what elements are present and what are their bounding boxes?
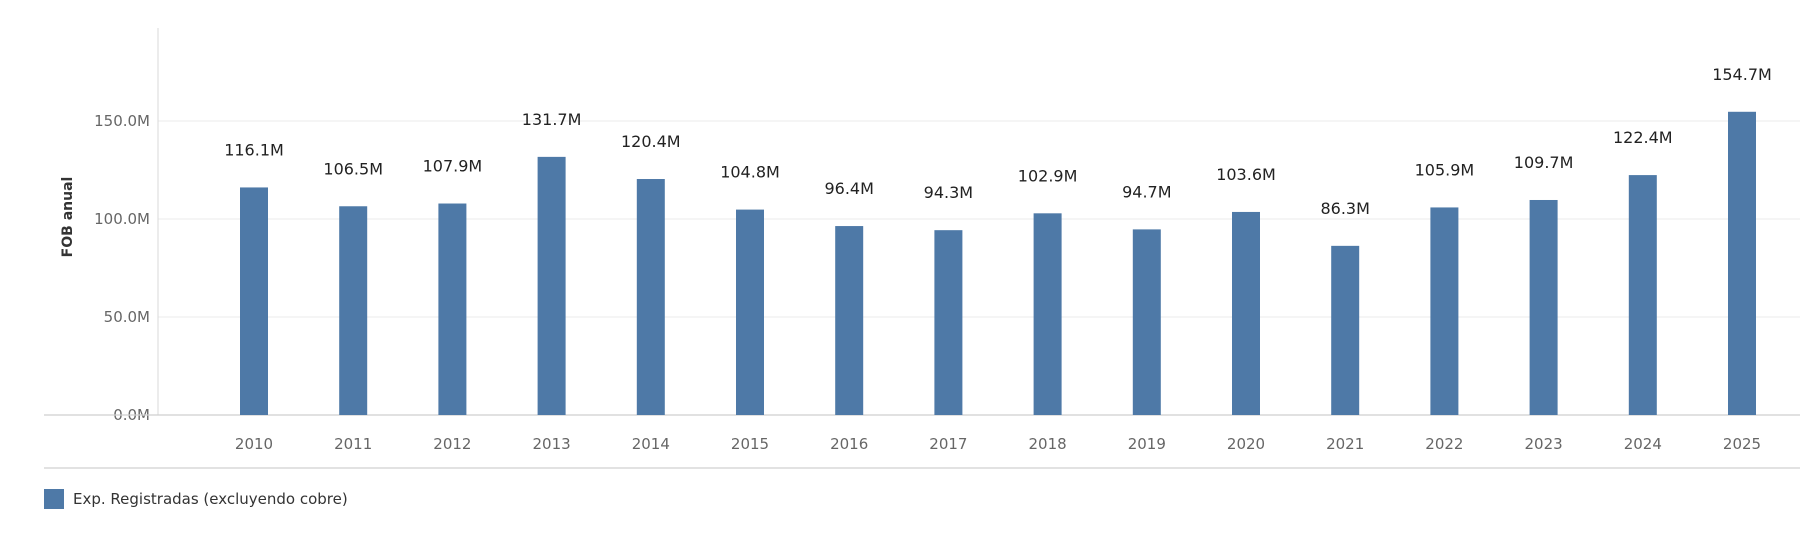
x-tick-label: 2015 <box>731 435 769 453</box>
data-label: 102.9M <box>1018 166 1078 185</box>
bar <box>1033 213 1062 415</box>
x-tick-label: 2010 <box>235 435 273 453</box>
bar <box>1430 207 1459 415</box>
data-label: 116.1M <box>224 140 284 159</box>
x-tick-label: 2023 <box>1525 435 1563 453</box>
x-tick-label: 2020 <box>1227 435 1265 453</box>
y-axis-title: FOB anual <box>60 177 76 258</box>
data-label: 94.3M <box>924 183 973 202</box>
bar <box>835 226 864 415</box>
bar <box>1232 211 1260 415</box>
bar <box>1132 229 1161 415</box>
data-label: 96.4M <box>824 179 873 198</box>
data-label: 109.7M <box>1514 153 1574 172</box>
x-tick-label: 2022 <box>1425 435 1463 453</box>
y-tick-label: 100.0M <box>94 210 150 228</box>
bar <box>636 179 665 415</box>
data-label: 131.7M <box>522 110 582 129</box>
data-label: 107.9M <box>423 157 483 176</box>
data-label: 104.8M <box>720 163 780 182</box>
data-label: 120.4M <box>621 132 681 151</box>
bar <box>1331 245 1360 415</box>
x-tick-label: 2017 <box>929 435 967 453</box>
legend-label: Exp. Registradas (excluyendo cobre) <box>73 490 348 508</box>
bar <box>240 187 268 415</box>
x-tick-label: 2019 <box>1128 435 1166 453</box>
data-label: 154.7M <box>1712 65 1772 84</box>
x-tick-label: 2012 <box>433 435 471 453</box>
x-tick-label: 2018 <box>1029 435 1067 453</box>
x-tick-label: 2021 <box>1326 435 1364 453</box>
data-label: 122.4M <box>1613 128 1673 147</box>
y-tick-label: 50.0M <box>104 308 150 326</box>
data-label: 86.3M <box>1320 199 1369 218</box>
bar <box>1628 175 1657 415</box>
bar <box>736 209 764 415</box>
bar <box>934 230 963 415</box>
bar <box>438 203 467 415</box>
bar <box>339 206 368 415</box>
x-tick-label: 2016 <box>830 435 868 453</box>
x-tick-label: 2011 <box>334 435 372 453</box>
y-tick-label: 150.0M <box>94 112 150 130</box>
data-label: 103.6M <box>1216 165 1276 184</box>
data-label: 105.9M <box>1415 160 1475 179</box>
x-tick-label: 2025 <box>1723 435 1761 453</box>
x-tick-label: 2014 <box>632 435 670 453</box>
legend-swatch <box>44 489 64 509</box>
bar <box>1529 199 1558 415</box>
x-tick-label: 2024 <box>1624 435 1662 453</box>
data-label: 106.5M <box>323 159 383 178</box>
bar <box>1728 111 1756 416</box>
x-tick-label: 2013 <box>533 435 571 453</box>
data-label: 94.7M <box>1122 182 1171 201</box>
bar <box>537 156 566 416</box>
legend: Exp. Registradas (excluyendo cobre) <box>44 489 348 509</box>
